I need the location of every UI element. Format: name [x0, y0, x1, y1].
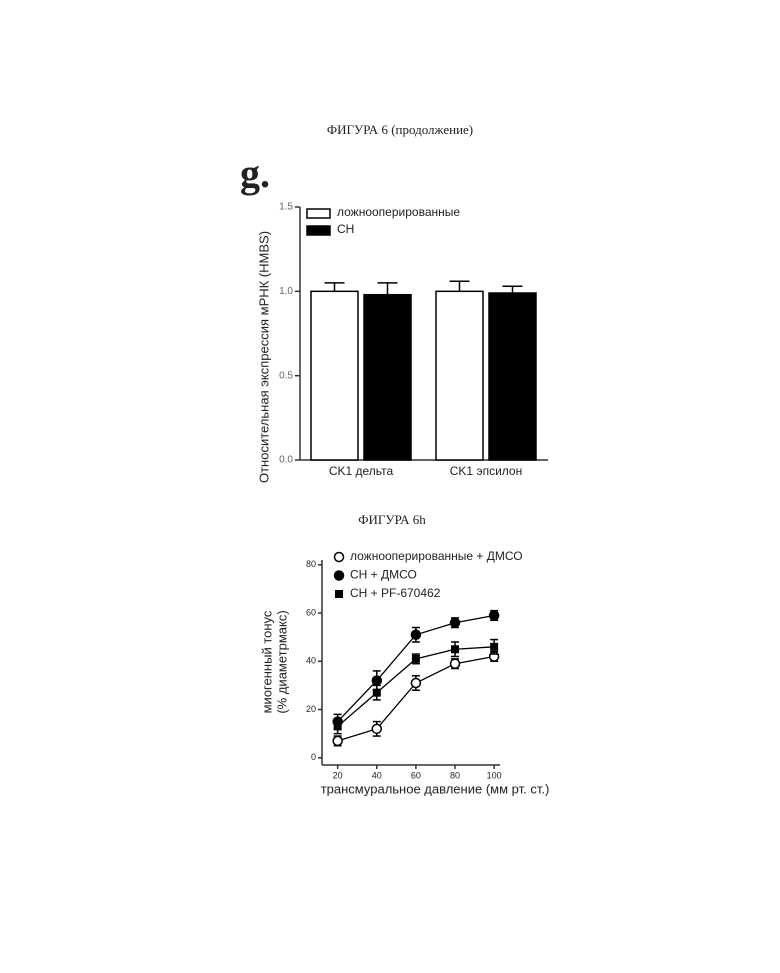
point	[490, 643, 498, 651]
y-axis-label: (% диаметрмакс)	[274, 610, 289, 713]
point	[412, 655, 420, 663]
point	[333, 736, 342, 745]
legend-marker	[335, 590, 343, 598]
point	[372, 724, 381, 733]
point	[411, 630, 420, 639]
heading: ФИГУРА 6 (продолжение)	[327, 122, 473, 137]
point	[490, 611, 499, 620]
page: {"heading": "ФИГУРА 6 (продолжение)", "p…	[0, 0, 780, 973]
x-tick-label: 80	[450, 770, 460, 780]
second-heading: ФИГУРА 6h	[358, 512, 426, 527]
legend-swatch	[307, 226, 330, 235]
x-tick-label: CK1 эпсилон	[450, 464, 522, 478]
x-tick-label: 100	[487, 770, 502, 780]
bar	[311, 291, 358, 460]
legend-marker	[335, 553, 344, 562]
bar	[436, 291, 483, 460]
point	[451, 618, 460, 627]
legend-label: CH	[337, 222, 354, 236]
y-tick-label: 60	[306, 607, 316, 617]
figure: ФИГУРА 6 (продолжение) g. ФИГУРА 6h 0.0 0…	[0, 0, 780, 973]
bar	[489, 293, 536, 460]
y-tick-label: 0.5	[279, 370, 293, 381]
y-axis-label: Относительная экспрессия мРНК (HMBS)	[256, 231, 271, 483]
legend-label: CH + ДМСО	[350, 568, 417, 582]
y-axis-label: миогенный тонус	[259, 610, 274, 713]
legend-label: ложнооперированные	[337, 205, 460, 219]
y-tick-label: 1.0	[279, 286, 293, 297]
x-axis-label: трансмуральное давление (мм рт. ст.)	[321, 781, 550, 796]
point	[334, 722, 342, 730]
y-tick-label: 0	[311, 752, 316, 762]
legend-swatch	[307, 209, 330, 218]
legend-marker	[335, 571, 344, 580]
point	[372, 676, 381, 685]
x-tick-label: 60	[411, 770, 421, 780]
point	[451, 659, 460, 668]
panel-label: g.	[240, 151, 270, 196]
y-tick-label: 0.0	[279, 455, 293, 466]
point	[451, 645, 459, 653]
legend-label: ложнооперированные + ДМСО	[350, 549, 523, 563]
y-tick-label: 20	[306, 704, 316, 714]
y-tick-label: 40	[306, 656, 316, 666]
point	[411, 679, 420, 688]
bar	[364, 295, 411, 460]
series-line	[338, 656, 494, 740]
legend-label: CH + PF-670462	[350, 586, 441, 600]
y-tick-label: 1.5	[279, 202, 293, 213]
point	[373, 689, 381, 697]
x-tick-label: CK1 дельта	[329, 464, 394, 478]
x-tick-label: 20	[333, 770, 343, 780]
y-tick-label: 80	[306, 559, 316, 569]
x-tick-label: 40	[372, 770, 382, 780]
